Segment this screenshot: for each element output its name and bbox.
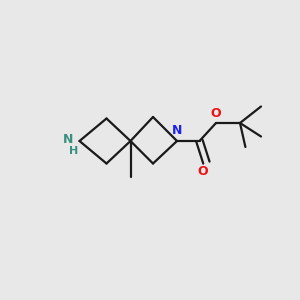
Text: O: O bbox=[197, 165, 208, 178]
Text: N: N bbox=[172, 124, 182, 137]
Text: N: N bbox=[63, 133, 73, 146]
Text: O: O bbox=[210, 107, 221, 120]
Text: H: H bbox=[70, 146, 79, 156]
